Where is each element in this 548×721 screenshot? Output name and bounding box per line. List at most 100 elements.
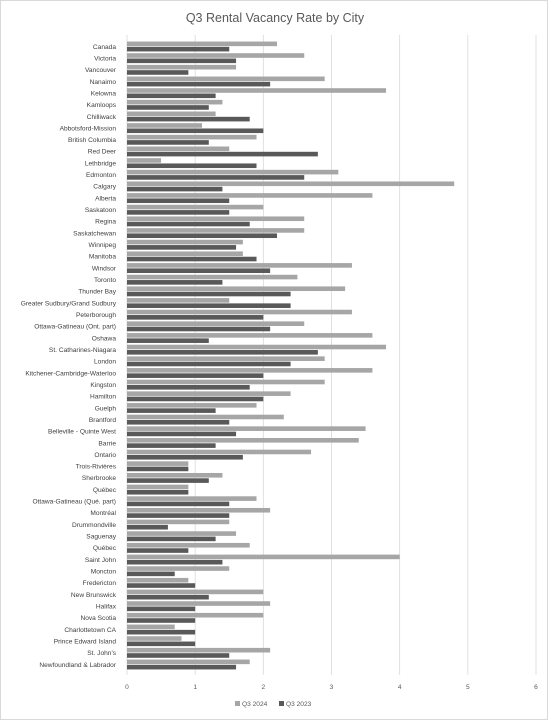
category-label: Halifax <box>96 603 117 610</box>
bar-q3-2023 <box>127 338 209 343</box>
bar-q3-2024 <box>127 193 373 198</box>
bar-q3-2023 <box>127 81 271 87</box>
bar-q3-2024 <box>127 53 305 58</box>
bar-q3-2024 <box>127 309 352 315</box>
bar-q3-2024 <box>127 531 237 536</box>
category-label: Edmonton <box>86 172 116 179</box>
bar-q3-2024 <box>127 286 346 292</box>
bar-q3-2024 <box>127 356 325 361</box>
bar-q3-2023 <box>127 489 189 495</box>
x-tick-label: 4 <box>398 684 402 691</box>
bar-q3-2023 <box>127 571 175 577</box>
category-label: Nova Scotia <box>80 615 116 622</box>
bar-q3-2023 <box>127 396 264 402</box>
category-label: Fredericton <box>83 580 117 587</box>
bar-q3-2024 <box>127 612 264 618</box>
category-label: Alberta <box>95 195 116 202</box>
bar-q3-2024 <box>127 41 277 47</box>
category-label: Moncton <box>91 569 117 576</box>
category-label: New Brunswick <box>71 592 117 599</box>
category-label: Greater Sudbury/Grand Sudbury <box>21 300 117 307</box>
bar-q3-2023 <box>127 664 237 670</box>
category-label: Toronto <box>94 277 116 284</box>
bar-q3-2023 <box>127 233 277 239</box>
bar-q3-2023 <box>127 548 189 553</box>
x-axis-tick-labels: 0 1 2 3 4 5 6 <box>125 684 538 691</box>
category-label: Red Deer <box>88 149 117 156</box>
bar-q3-2024 <box>127 438 359 443</box>
bar-q3-2024 <box>127 542 250 548</box>
bar-q3-2023 <box>127 175 305 180</box>
category-label: Victoria <box>94 55 116 62</box>
bar-q3-2024 <box>127 274 298 280</box>
category-label: Vancouver <box>85 67 117 74</box>
category-label: Newfoundland & Labrador <box>39 662 116 669</box>
category-label: Kelowna <box>91 90 117 97</box>
bar-q3-2024 <box>127 449 312 455</box>
bar-q3-2023 <box>127 443 216 448</box>
bar-q3-2024 <box>127 368 373 373</box>
bar-q3-2024 <box>127 496 257 501</box>
bar-q3-2023 <box>127 606 196 612</box>
category-label: Québec <box>93 487 117 494</box>
category-label: St. Catharines-Niagara <box>49 347 116 354</box>
bar-q3-2024 <box>127 64 237 70</box>
bar-q3-2023 <box>127 524 168 530</box>
bar-q3-2024 <box>127 554 400 560</box>
category-label: Hamilton <box>90 394 116 401</box>
bar-q3-2023 <box>127 513 230 518</box>
bar-q3-2024 <box>127 169 339 175</box>
category-label: Winnipeg <box>89 242 117 249</box>
bar-q3-2023 <box>127 618 196 623</box>
bar-q3-2023 <box>127 221 250 227</box>
category-label: Drummondville <box>72 522 116 529</box>
bar-q3-2024 <box>127 472 223 478</box>
bar-q3-2023 <box>127 58 237 64</box>
bar-q3-2023 <box>127 466 189 472</box>
bar-q3-2024 <box>127 589 264 595</box>
bar-q3-2024 <box>127 659 250 665</box>
category-label: Saskatoon <box>85 207 116 214</box>
legend: Q3 2024 Q3 2023 <box>235 701 312 708</box>
bar-q3-2023 <box>127 594 209 600</box>
bar-q3-2023 <box>127 478 209 483</box>
x-tick-label: 5 <box>466 684 470 691</box>
bar-q3-2023 <box>127 431 237 437</box>
category-label: Prince Edward Island <box>54 638 117 645</box>
legend-swatch <box>279 701 284 706</box>
x-tick-label: 0 <box>125 684 129 691</box>
category-label: British Columbia <box>68 137 116 144</box>
category-label: Canada <box>93 44 116 51</box>
bar-q3-2023 <box>127 128 264 134</box>
category-labels: Canada Victoria Vancouver Nanaimo Kelowna Kam… <box>21 44 117 669</box>
category-label: Thunder Bay <box>78 289 116 296</box>
bar-q3-2024 <box>127 216 305 222</box>
bar-q3-2023 <box>127 280 223 285</box>
category-label: Ottawa-Gatineau (Qué. part) <box>32 499 116 506</box>
bar-q3-2023 <box>127 256 257 262</box>
category-label: Kingston <box>90 382 116 389</box>
category-label: Sherbrooke <box>82 475 116 482</box>
bar-q3-2024 <box>127 158 162 163</box>
bar-q3-2024 <box>127 251 243 257</box>
bar-q3-2023 <box>127 140 209 145</box>
category-label: Manitoba <box>89 254 116 261</box>
bar-q3-2023 <box>127 326 271 332</box>
bar-q3-2023 <box>127 70 189 75</box>
bar-q3-2024 <box>127 123 202 128</box>
category-label: Saguenay <box>86 534 116 541</box>
bar-q3-2024 <box>127 484 189 490</box>
category-label: Guelph <box>95 405 117 412</box>
bar-q3-2023 <box>127 385 250 390</box>
legend-swatch <box>235 701 240 706</box>
bar-q3-2024 <box>127 391 291 396</box>
category-label: Peterborough <box>76 312 116 319</box>
bar-q3-2024 <box>127 111 216 117</box>
legend-label: Q3 2024 <box>242 701 268 708</box>
bar-q3-2023 <box>127 536 216 542</box>
bar-q3-2024 <box>127 134 257 140</box>
bar-q3-2023 <box>127 641 196 647</box>
category-label: Calgary <box>93 184 116 191</box>
bar-q3-2023 <box>127 303 291 308</box>
